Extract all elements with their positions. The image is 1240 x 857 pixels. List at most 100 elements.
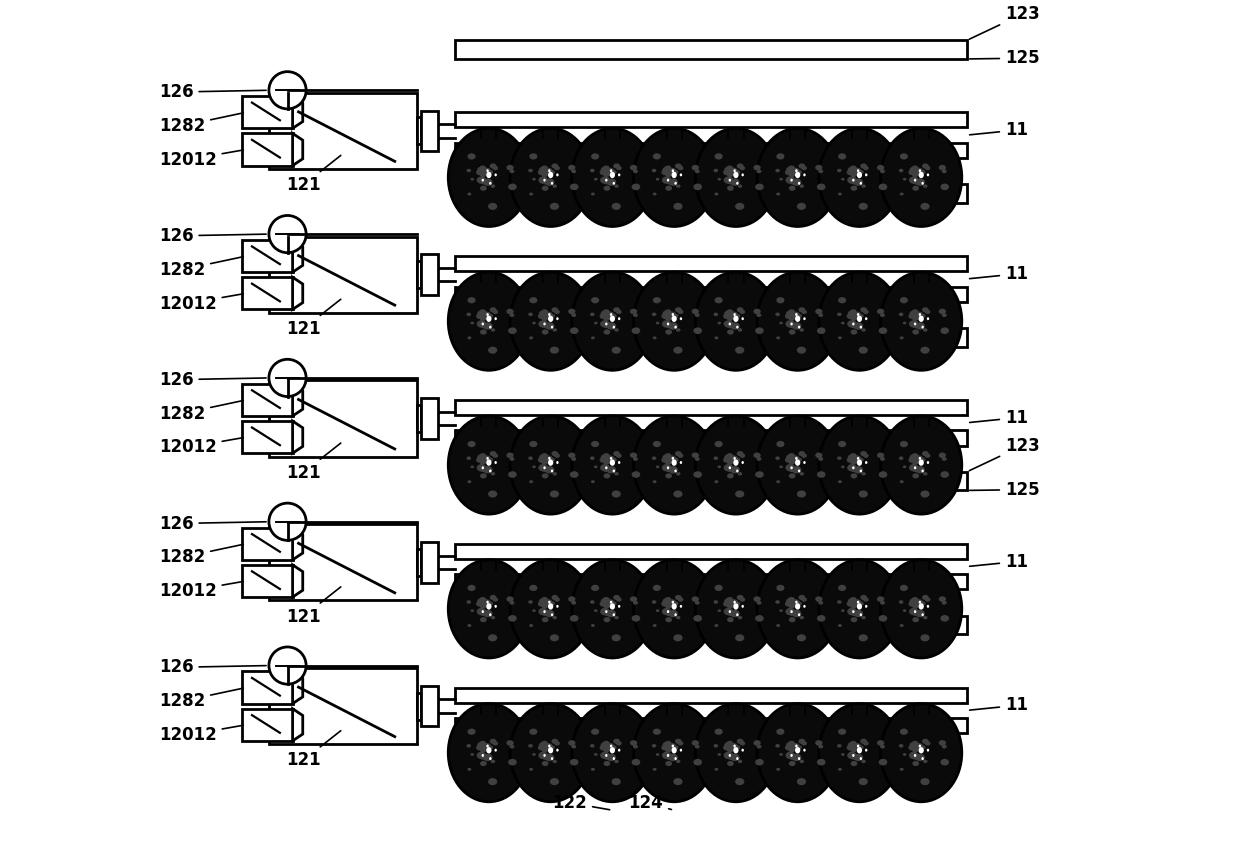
Ellipse shape xyxy=(548,603,553,609)
Ellipse shape xyxy=(877,452,884,458)
Ellipse shape xyxy=(792,322,801,330)
Ellipse shape xyxy=(776,768,780,770)
Ellipse shape xyxy=(911,309,919,315)
Ellipse shape xyxy=(925,597,930,602)
Ellipse shape xyxy=(548,457,551,460)
Ellipse shape xyxy=(611,778,621,785)
Ellipse shape xyxy=(877,165,884,171)
Ellipse shape xyxy=(853,312,862,318)
Ellipse shape xyxy=(735,490,744,498)
Ellipse shape xyxy=(733,603,739,609)
Ellipse shape xyxy=(728,612,733,615)
Ellipse shape xyxy=(544,312,553,318)
Ellipse shape xyxy=(448,560,529,658)
Ellipse shape xyxy=(723,745,730,751)
Ellipse shape xyxy=(729,754,732,757)
Ellipse shape xyxy=(739,166,745,171)
Ellipse shape xyxy=(838,480,842,483)
Ellipse shape xyxy=(724,454,733,461)
Ellipse shape xyxy=(789,453,795,458)
Polygon shape xyxy=(293,528,303,560)
Ellipse shape xyxy=(776,193,780,195)
Ellipse shape xyxy=(737,182,739,185)
Ellipse shape xyxy=(838,297,846,303)
Ellipse shape xyxy=(737,614,739,616)
Ellipse shape xyxy=(552,739,558,744)
Ellipse shape xyxy=(668,168,676,174)
Ellipse shape xyxy=(487,602,494,606)
Ellipse shape xyxy=(604,617,610,622)
Ellipse shape xyxy=(852,179,854,182)
Ellipse shape xyxy=(857,169,859,172)
Ellipse shape xyxy=(789,165,795,171)
Ellipse shape xyxy=(754,452,760,458)
Text: 12012: 12012 xyxy=(159,294,243,313)
Ellipse shape xyxy=(815,165,822,171)
Ellipse shape xyxy=(790,466,792,470)
Ellipse shape xyxy=(543,326,547,328)
Ellipse shape xyxy=(490,739,496,744)
Ellipse shape xyxy=(666,329,672,334)
Ellipse shape xyxy=(665,172,672,177)
Ellipse shape xyxy=(841,465,844,468)
Ellipse shape xyxy=(467,768,471,770)
Ellipse shape xyxy=(632,601,637,605)
Ellipse shape xyxy=(915,743,923,749)
Ellipse shape xyxy=(600,742,609,749)
Ellipse shape xyxy=(758,273,838,370)
Ellipse shape xyxy=(853,610,863,617)
Ellipse shape xyxy=(481,754,484,757)
Ellipse shape xyxy=(940,183,949,190)
Ellipse shape xyxy=(549,746,554,750)
Ellipse shape xyxy=(742,173,744,177)
Text: 121: 121 xyxy=(286,299,341,338)
Ellipse shape xyxy=(797,470,800,472)
Ellipse shape xyxy=(448,129,529,226)
Ellipse shape xyxy=(692,165,699,171)
Ellipse shape xyxy=(542,316,548,321)
Ellipse shape xyxy=(919,169,921,172)
Ellipse shape xyxy=(603,747,610,752)
Ellipse shape xyxy=(852,469,856,472)
Ellipse shape xyxy=(481,756,485,759)
Ellipse shape xyxy=(492,453,498,458)
Ellipse shape xyxy=(538,464,548,471)
Ellipse shape xyxy=(590,600,595,604)
Ellipse shape xyxy=(785,601,792,607)
Ellipse shape xyxy=(735,458,740,462)
Ellipse shape xyxy=(727,459,733,464)
Ellipse shape xyxy=(728,469,733,471)
Ellipse shape xyxy=(603,309,610,315)
Ellipse shape xyxy=(940,758,949,765)
Ellipse shape xyxy=(680,173,682,177)
Ellipse shape xyxy=(600,601,606,607)
Ellipse shape xyxy=(614,164,620,169)
Ellipse shape xyxy=(915,599,923,605)
Ellipse shape xyxy=(466,313,471,316)
Ellipse shape xyxy=(923,184,928,188)
Ellipse shape xyxy=(600,166,609,173)
Ellipse shape xyxy=(631,471,640,478)
Ellipse shape xyxy=(913,617,919,622)
Ellipse shape xyxy=(673,634,682,641)
Ellipse shape xyxy=(572,273,653,370)
Ellipse shape xyxy=(724,752,733,759)
Ellipse shape xyxy=(543,179,546,182)
Ellipse shape xyxy=(662,598,671,605)
Text: 121: 121 xyxy=(286,731,341,770)
Ellipse shape xyxy=(666,756,671,759)
Ellipse shape xyxy=(544,599,553,605)
Ellipse shape xyxy=(549,634,559,641)
Ellipse shape xyxy=(841,321,844,325)
Ellipse shape xyxy=(923,307,929,313)
Ellipse shape xyxy=(603,740,610,746)
Ellipse shape xyxy=(909,314,915,319)
Ellipse shape xyxy=(614,616,619,620)
Ellipse shape xyxy=(755,615,764,621)
Ellipse shape xyxy=(476,745,484,751)
Ellipse shape xyxy=(548,601,551,603)
Ellipse shape xyxy=(652,744,656,747)
Ellipse shape xyxy=(590,457,595,460)
Ellipse shape xyxy=(489,346,497,354)
Ellipse shape xyxy=(923,739,929,744)
